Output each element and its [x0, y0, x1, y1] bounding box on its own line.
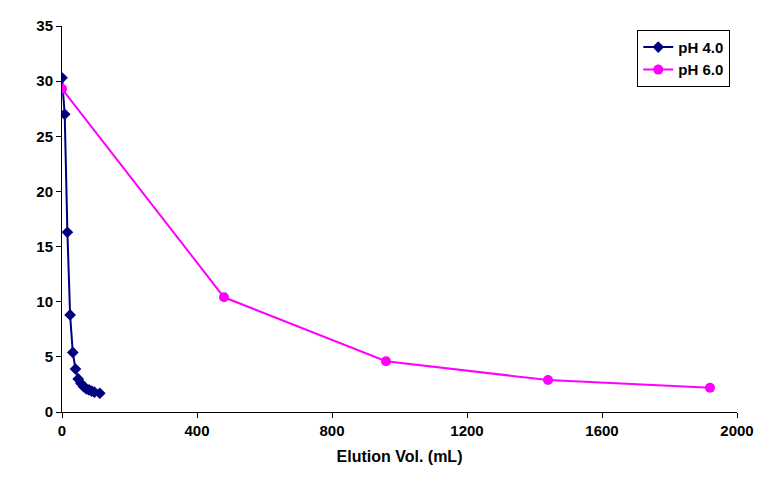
- svg-text:0: 0: [45, 403, 53, 420]
- svg-text:0: 0: [58, 422, 66, 439]
- svg-text:pH 6.0: pH 6.0: [678, 61, 723, 78]
- svg-text:800: 800: [319, 422, 344, 439]
- svg-text:10: 10: [36, 293, 53, 310]
- svg-text:30: 30: [36, 72, 53, 89]
- svg-text:5: 5: [45, 348, 53, 365]
- svg-text:2000: 2000: [720, 422, 753, 439]
- svg-text:Elution Vol. (mL): Elution Vol. (mL): [337, 448, 463, 465]
- svg-text:25: 25: [36, 128, 53, 145]
- svg-text:15: 15: [36, 238, 53, 255]
- svg-text:1600: 1600: [585, 422, 618, 439]
- svg-text:pH 4.0: pH 4.0: [678, 39, 723, 56]
- svg-text:400: 400: [184, 422, 209, 439]
- svg-text:20: 20: [36, 183, 53, 200]
- svg-text:1200: 1200: [450, 422, 483, 439]
- svg-text:35: 35: [36, 17, 53, 34]
